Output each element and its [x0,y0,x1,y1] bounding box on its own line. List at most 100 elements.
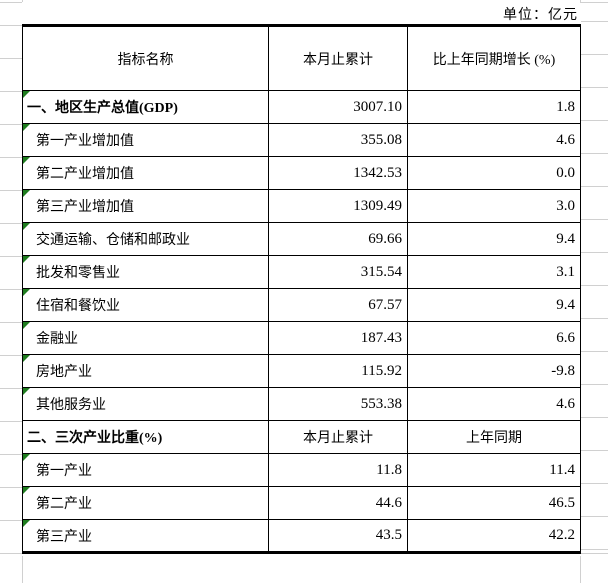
value-cell-cumulative[interactable]: 115.92 [268,354,408,388]
indicator-label: 其他服务业 [36,398,106,413]
value-cell-cumulative[interactable]: 1309.49 [268,189,408,223]
indicator-label: 第二产业增加值 [36,167,134,182]
value-cell-growth[interactable]: 1.8 [407,90,581,124]
cell-comment-triangle-icon [23,388,30,395]
indicator-cell[interactable]: 金融业 [22,321,269,355]
indicator-cell[interactable]: 第三产业增加值 [22,189,269,223]
indicator-cell[interactable]: 其他服务业 [22,387,269,421]
table-row: 二、三次产业比重(%) 本月止累计 上年同期 [22,420,581,454]
cell-comment-triangle-icon [23,157,30,164]
cell-comment-triangle-icon [23,487,30,494]
value-cell-growth[interactable]: 3.1 [407,255,581,289]
value-cell-growth[interactable]: 42.2 [407,519,581,553]
value-cell-growth[interactable]: 6.6 [407,321,581,355]
table-row: 交通运输、仓储和邮政业 69.66 9.4 [22,222,581,256]
indicator-label: 第二产业 [36,497,92,512]
sheet-gridline [580,0,581,2]
header-yoy-growth[interactable]: 比上年同期增长 (%) [407,25,581,91]
cell-comment-triangle-icon [23,454,30,461]
indicator-cell[interactable]: 第三产业 [22,519,269,553]
value-cell-growth[interactable]: 4.6 [407,123,581,157]
value-cell-cumulative[interactable]: 本月止累计 [268,420,408,454]
indicator-label: 第三产业增加值 [36,200,134,215]
value-cell-growth[interactable]: 0.0 [407,156,581,190]
indicator-cell[interactable]: 交通运输、仓储和邮政业 [22,222,269,256]
indicator-cell[interactable]: 二、三次产业比重(%) [22,420,269,454]
cell-comment-triangle-icon [23,289,30,296]
value-cell-growth[interactable]: 11.4 [407,453,581,487]
indicator-label: 金融业 [36,332,78,347]
table-row: 一、地区生产总值(GDP) 3007.10 1.8 [22,90,581,124]
value-cell-growth[interactable]: 46.5 [407,486,581,520]
sheet-gridline [22,0,23,2]
value-cell-cumulative[interactable]: 315.54 [268,255,408,289]
sheet-gridline [580,556,581,583]
cell-comment-triangle-icon [23,322,30,329]
sheet-gridline [580,2,608,3]
indicator-cell[interactable]: 第一产业增加值 [22,123,269,157]
table-body: 一、地区生产总值(GDP) 3007.10 1.8 第一产业增加值 355.08 4.6 第… [22,90,581,553]
sheet-gridline [22,556,23,583]
value-cell-growth[interactable]: 9.4 [407,222,581,256]
table-row: 第一产业 11.8 11.4 [22,453,581,487]
indicator-cell[interactable]: 一、地区生产总值(GDP) [22,90,269,124]
value-cell-growth[interactable]: 3.0 [407,189,581,223]
indicator-label: 房地产业 [36,365,92,380]
value-cell-cumulative[interactable]: 67.57 [268,288,408,322]
table-row: 其他服务业 553.38 4.6 [22,387,581,421]
cell-comment-triangle-icon [23,223,30,230]
sheet-gridlines-left [0,25,22,554]
indicator-label: 批发和零售业 [36,266,120,281]
table-row: 房地产业 115.92 -9.8 [22,354,581,388]
header-month-cumulative[interactable]: 本月止累计 [268,25,408,91]
value-cell-growth[interactable]: -9.8 [407,354,581,388]
table-row: 第一产业增加值 355.08 4.6 [22,123,581,157]
table-row: 第三产业 43.5 42.2 [22,519,581,553]
value-cell-growth[interactable]: 4.6 [407,387,581,421]
unit-label[interactable]: 单位：亿元 [503,8,578,23]
cell-comment-triangle-icon [23,190,30,197]
cell-comment-triangle-icon [23,256,30,263]
table-row: 第二产业增加值 1342.53 0.0 [22,156,581,190]
indicator-cell[interactable]: 住宿和餐饮业 [22,288,269,322]
statistics-table: 指标名称 本月止累计 比上年同期增长 (%) 一、地区生产总值(GDP) 3007… [22,24,581,554]
table-row: 批发和零售业 315.54 3.1 [22,255,581,289]
sheet-gridline [581,553,608,554]
indicator-cell[interactable]: 第二产业 [22,486,269,520]
indicator-label: 二、三次产业比重(%) [27,431,163,446]
indicator-label: 交通运输、仓储和邮政业 [36,233,190,248]
cell-comment-triangle-icon [23,124,30,131]
sheet-gridline [0,2,22,3]
indicator-label: 一、地区生产总值(GDP) [27,101,178,116]
table-row: 金融业 187.43 6.6 [22,321,581,355]
value-cell-cumulative[interactable]: 355.08 [268,123,408,157]
cell-comment-triangle-icon [23,91,30,98]
indicator-label: 第一产业 [36,464,92,479]
indicator-label: 住宿和餐饮业 [36,299,120,314]
indicator-cell[interactable]: 房地产业 [22,354,269,388]
value-cell-cumulative[interactable]: 44.6 [268,486,408,520]
table-row: 第二产业 44.6 46.5 [22,486,581,520]
indicator-label: 第一产业增加值 [36,134,134,149]
value-cell-cumulative[interactable]: 1342.53 [268,156,408,190]
value-cell-cumulative[interactable]: 43.5 [268,519,408,553]
cell-comment-triangle-icon [23,520,30,527]
indicator-cell[interactable]: 批发和零售业 [22,255,269,289]
indicator-label: 第三产业 [36,529,92,545]
value-cell-growth[interactable]: 上年同期 [407,420,581,454]
value-cell-cumulative[interactable]: 3007.10 [268,90,408,124]
value-cell-cumulative[interactable]: 553.38 [268,387,408,421]
table-row: 住宿和餐饮业 67.57 9.4 [22,288,581,322]
value-cell-growth[interactable]: 9.4 [407,288,581,322]
indicator-cell[interactable]: 第一产业 [22,453,269,487]
cell-comment-triangle-icon [23,355,30,362]
value-cell-cumulative[interactable]: 69.66 [268,222,408,256]
header-indicator-name[interactable]: 指标名称 [22,25,269,91]
table-header-row: 指标名称 本月止累计 比上年同期增长 (%) [22,25,581,91]
table-row: 第三产业增加值 1309.49 3.0 [22,189,581,223]
sheet-gridlines-right [581,21,608,550]
indicator-cell[interactable]: 第二产业增加值 [22,156,269,190]
value-cell-cumulative[interactable]: 11.8 [268,453,408,487]
value-cell-cumulative[interactable]: 187.43 [268,321,408,355]
